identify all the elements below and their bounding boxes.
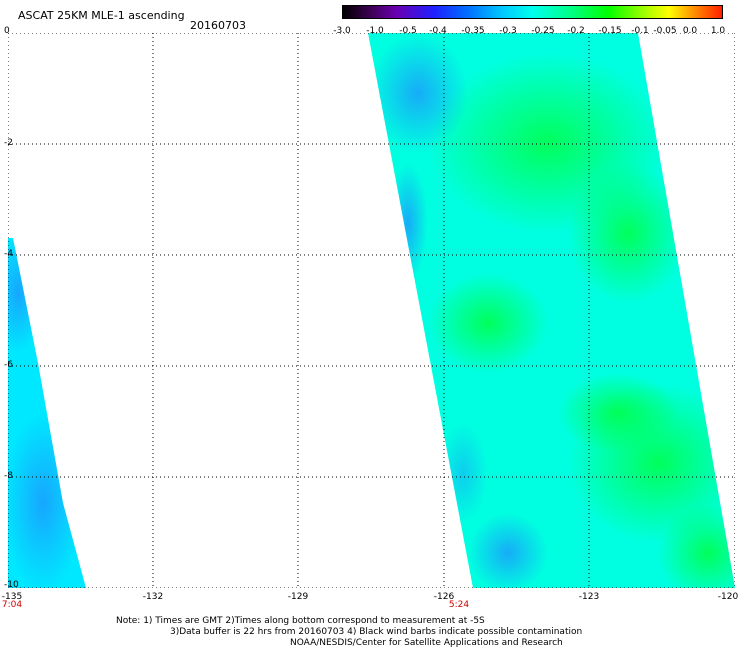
map-plot — [8, 33, 735, 588]
x-tick-label: -123 — [578, 592, 600, 602]
x-tick-label: -135 — [1, 592, 23, 602]
note-line: Note: 1) Times are GMT 2)Times along bot… — [116, 616, 485, 626]
colorbar-label: 0.0 — [682, 26, 698, 36]
y-tick-label: 0 — [4, 26, 10, 36]
x-tick-label: -132 — [142, 592, 164, 602]
map-title: ASCAT 25KM MLE-1 ascending — [18, 9, 185, 22]
map-date: 20160703 — [190, 19, 246, 32]
swath-time-label: 7:04 — [1, 600, 23, 610]
swath-time-label: 5:24 — [448, 600, 470, 610]
y-tick-label: -6 — [4, 360, 13, 370]
x-tick-label: -120 — [717, 592, 739, 602]
grid — [8, 33, 735, 588]
colorbar-label: -1.0 — [366, 26, 384, 36]
colorbar-label: -0.2 — [567, 26, 585, 36]
x-tick-label: -126 — [433, 592, 455, 602]
right-swath — [368, 33, 735, 588]
note-line: 3)Data buffer is 22 hrs from 20160703 4)… — [170, 627, 583, 637]
colorbar-label: -3.0 — [333, 26, 351, 36]
colorbar-label: -0.15 — [598, 26, 622, 36]
colorbar-label: -0.5 — [399, 26, 417, 36]
y-tick-label: -4 — [4, 249, 13, 259]
x-tick-label: -129 — [287, 592, 309, 602]
colorbar-label: 1.0 — [710, 26, 726, 36]
left-swath — [8, 238, 86, 588]
y-tick-label: -2 — [4, 138, 13, 148]
colorbar-label: -0.4 — [429, 26, 447, 36]
colorbar-label: -0.05 — [653, 26, 677, 36]
y-tick-label: -10 — [4, 580, 19, 590]
credit-line: NOAA/NESDIS/Center for Satellite Applica… — [290, 638, 563, 648]
colorbar-label: -0.1 — [631, 26, 649, 36]
y-tick-label: -8 — [4, 471, 13, 481]
colorbar — [342, 5, 723, 19]
colorbar-label: -0.35 — [461, 26, 485, 36]
colorbar-label: -0.25 — [531, 26, 555, 36]
colorbar-label: -0.3 — [499, 26, 517, 36]
